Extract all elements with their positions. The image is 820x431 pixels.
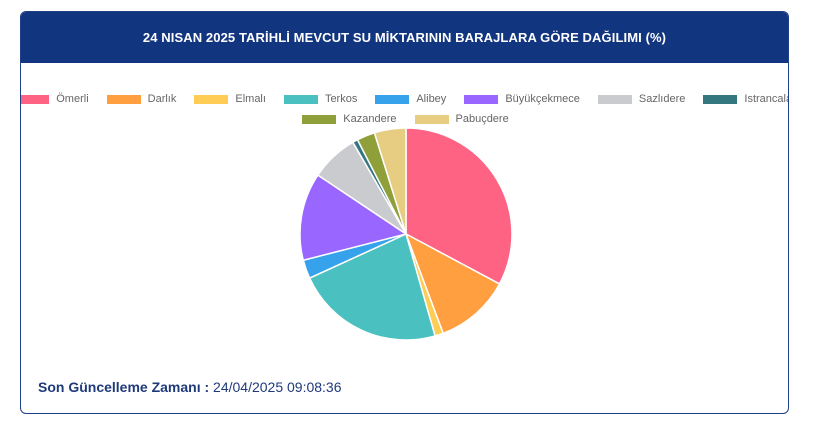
legend-label: Terkos <box>324 93 358 105</box>
pie-slice[interactable] <box>373 127 407 235</box>
legend-label: Alibey <box>416 93 447 105</box>
card-title: 24 NISAN 2025 TARİHLİ MEVCUT SU MİKTARIN… <box>142 30 667 45</box>
legend-row: Ömerli Darlık Elmalı Terkos Alibey Büyükçekme… <box>21 89 788 109</box>
legend-label: Elmalı <box>235 93 266 105</box>
legend-swatch <box>302 114 337 124</box>
pie-slice[interactable] <box>404 232 501 335</box>
legend-item[interactable]: Sazlıdere <box>597 93 686 105</box>
legend-label: Kazandere <box>343 113 397 125</box>
legend-swatch <box>375 94 410 104</box>
chart-legend: Ömerli Darlık Elmalı Terkos Alibey Büyükçekme… <box>21 89 788 129</box>
legend-item[interactable]: Ömerli <box>21 93 89 105</box>
legend-swatch <box>464 94 499 104</box>
legend-item[interactable]: Elmalı <box>194 93 266 105</box>
legend-item[interactable]: Kazandere <box>302 113 397 125</box>
legend-row: Kazandere Pabuçdere <box>21 109 788 129</box>
legend-label: Istrancalar <box>744 93 788 105</box>
last-update-label: Son Güncelleme Zamanı : <box>38 379 210 395</box>
legend-swatch <box>414 114 449 124</box>
legend-item[interactable]: Terkos <box>283 93 358 105</box>
legend-item[interactable]: Istrancalar <box>703 93 788 105</box>
legend-label: Darlık <box>147 93 177 105</box>
chart-card: 24 NISAN 2025 TARİHLİ MEVCUT SU MİKTARIN… <box>20 11 789 414</box>
legend-swatch <box>703 94 738 104</box>
legend-item[interactable]: Pabuçdere <box>414 113 509 125</box>
card-header: 24 NISAN 2025 TARİHLİ MEVCUT SU MİKTARIN… <box>21 12 788 63</box>
pie-slice[interactable] <box>308 232 436 341</box>
legend-item[interactable]: Büyükçekmece <box>464 93 580 105</box>
legend-label: Ömerli <box>56 93 89 105</box>
legend-label: Büyükçekmece <box>505 93 580 105</box>
legend-swatch <box>283 94 318 104</box>
legend-swatch <box>21 94 50 104</box>
legend-label: Sazlıdere <box>638 93 686 105</box>
legend-swatch <box>106 94 141 104</box>
last-update: Son Güncelleme Zamanı : 24/04/2025 09:08… <box>38 379 342 395</box>
legend-swatch <box>194 94 229 104</box>
legend-item[interactable]: Alibey <box>375 93 446 105</box>
pie-chart <box>299 127 513 341</box>
legend-swatch <box>597 94 632 104</box>
pie-slice[interactable] <box>299 174 408 262</box>
last-update-value: 24/04/2025 09:08:36 <box>213 379 342 395</box>
legend-label: Pabuçdere <box>455 113 509 125</box>
pie-slice[interactable] <box>405 127 513 285</box>
legend-item[interactable]: Darlık <box>106 93 177 105</box>
